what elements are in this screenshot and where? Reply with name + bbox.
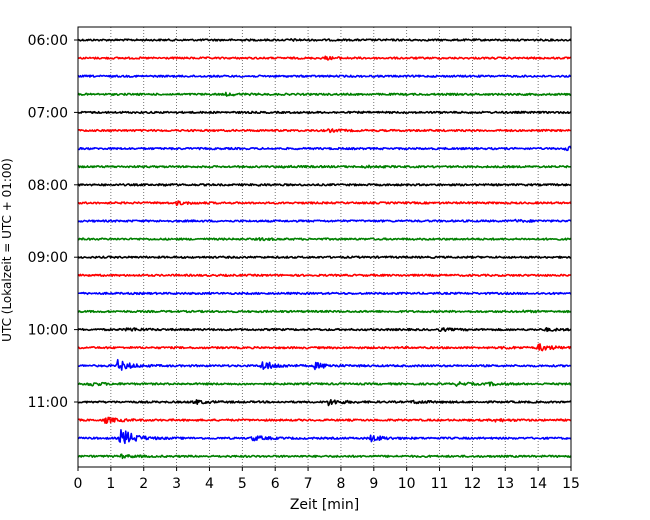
trace-line bbox=[77, 428, 572, 445]
trace-line bbox=[77, 218, 572, 223]
trace-line bbox=[77, 416, 572, 425]
trace-line bbox=[77, 327, 572, 333]
x-tick-label: 8 bbox=[336, 476, 345, 492]
x-tick-label: 13 bbox=[496, 476, 514, 492]
x-axis-label: Zeit [min] bbox=[290, 497, 359, 513]
trace-line bbox=[77, 38, 572, 42]
x-tick-label: 9 bbox=[369, 476, 378, 492]
trace-line bbox=[77, 182, 572, 187]
trace-line bbox=[77, 145, 572, 152]
trace-line bbox=[77, 273, 572, 277]
trace-line bbox=[77, 453, 572, 460]
trace-line bbox=[77, 91, 572, 97]
x-tick-label: 14 bbox=[529, 476, 547, 492]
x-tick-label: 15 bbox=[562, 476, 580, 492]
x-tick-label: 1 bbox=[106, 476, 115, 492]
traces bbox=[77, 38, 572, 460]
x-tick-label: 12 bbox=[463, 476, 481, 492]
trace-line bbox=[77, 291, 572, 296]
trace-line bbox=[77, 128, 572, 134]
y-tick-label: 10:00 bbox=[28, 323, 68, 339]
x-tick-label: 5 bbox=[238, 476, 247, 492]
trace-line bbox=[77, 309, 572, 314]
y-axis-label: UTC (Lokalzeit = UTC + 01:00) bbox=[0, 158, 14, 342]
x-tick-label: 4 bbox=[205, 476, 214, 492]
y-tick-label: 06:00 bbox=[28, 33, 68, 49]
y-tick-label: 09:00 bbox=[28, 250, 68, 266]
trace-line bbox=[77, 110, 572, 115]
y-tick-label: 07:00 bbox=[28, 105, 68, 121]
x-axis-ticks: 0 1 2 3 4 5 6 7 8 9 10 11 12 13 14 15 bbox=[74, 467, 580, 492]
x-tick-label: 3 bbox=[172, 476, 181, 492]
trace-line bbox=[77, 358, 572, 371]
x-tick-label: 0 bbox=[74, 476, 83, 492]
trace-line bbox=[77, 55, 572, 61]
trace-line bbox=[77, 343, 572, 352]
trace-line bbox=[77, 164, 571, 169]
trace-line bbox=[77, 398, 572, 407]
x-tick-label: 7 bbox=[304, 476, 313, 492]
trace-line bbox=[77, 200, 572, 206]
trace-line bbox=[77, 237, 572, 242]
x-tick-label: 6 bbox=[271, 476, 280, 492]
y-axis-ticks: 06:00 07:00 08:00 09:00 10:00 11:00 bbox=[28, 33, 78, 411]
y-tick-label: 11:00 bbox=[28, 395, 68, 411]
y-tick-label: 08:00 bbox=[28, 178, 68, 194]
plot-frame bbox=[77, 26, 572, 468]
trace-line bbox=[77, 255, 572, 259]
x-tick-label: 10 bbox=[398, 476, 416, 492]
trace-line bbox=[77, 381, 572, 387]
x-tick-label: 2 bbox=[139, 476, 148, 492]
trace-line bbox=[77, 74, 572, 78]
x-tick-label: 11 bbox=[431, 476, 449, 492]
